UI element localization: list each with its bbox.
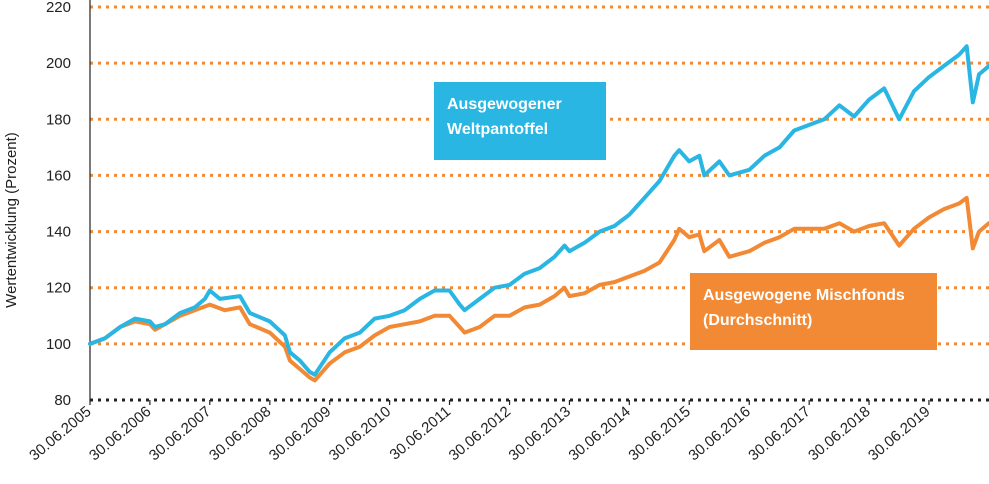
series-line-weltpantoffel: [88, 44, 989, 377]
y-tick-label: 140: [46, 224, 71, 241]
x-tick-label: 30.06.2005: [26, 403, 94, 464]
x-tick-label: 30.06.2007: [146, 403, 214, 464]
x-tick-label: 30.06.2012: [446, 403, 514, 464]
x-tick-label: 30.06.2009: [266, 403, 334, 464]
axes: [89, 0, 989, 405]
y-tick-label: 180: [46, 111, 71, 128]
y-tick-label: 120: [46, 280, 71, 297]
y-tick-label: 100: [46, 336, 71, 353]
x-tick-label: 30.06.2011: [386, 403, 454, 464]
x-tick-label: 30.06.2006: [86, 403, 154, 464]
series-line-mischfonds: [88, 195, 989, 383]
callout-label-mischfonds: Ausgewogene Mischfonds: [703, 287, 905, 304]
y-tick-label: 160: [46, 167, 71, 184]
y-tick-label: 80: [54, 392, 71, 409]
series-callouts: Ausgewogener Weltpantoffel Ausgewogene Mis…: [434, 82, 937, 350]
y-axis-title: Wertentwicklung (Prozent): [3, 132, 20, 308]
x-tick-label: 30.06.2019: [865, 403, 933, 464]
x-tick-label: 30.06.2017: [745, 403, 813, 464]
callout-label-weltpantoffel: Weltpantoffel: [447, 121, 548, 138]
x-tick-label: 30.06.2016: [685, 403, 753, 464]
x-tick-label: 30.06.2018: [805, 403, 873, 464]
x-tick-label: 30.06.2010: [326, 403, 394, 464]
y-tick-label: 200: [46, 55, 71, 72]
y-tick-label: 220: [46, 0, 71, 16]
callout-label-weltpantoffel: Ausgewogener: [447, 96, 562, 113]
callout-box-mischfonds: [690, 273, 937, 350]
x-tick-label: 30.06.2008: [206, 403, 274, 464]
x-tick-label: 30.06.2014: [565, 403, 633, 464]
series-lines: [88, 44, 989, 383]
x-tick-label: 30.06.2013: [506, 403, 574, 464]
callout-label-mischfonds: (Durchschnitt): [703, 312, 812, 329]
callout-box-weltpantoffel: [434, 82, 606, 160]
x-tick-label: 30.06.2015: [625, 403, 693, 464]
